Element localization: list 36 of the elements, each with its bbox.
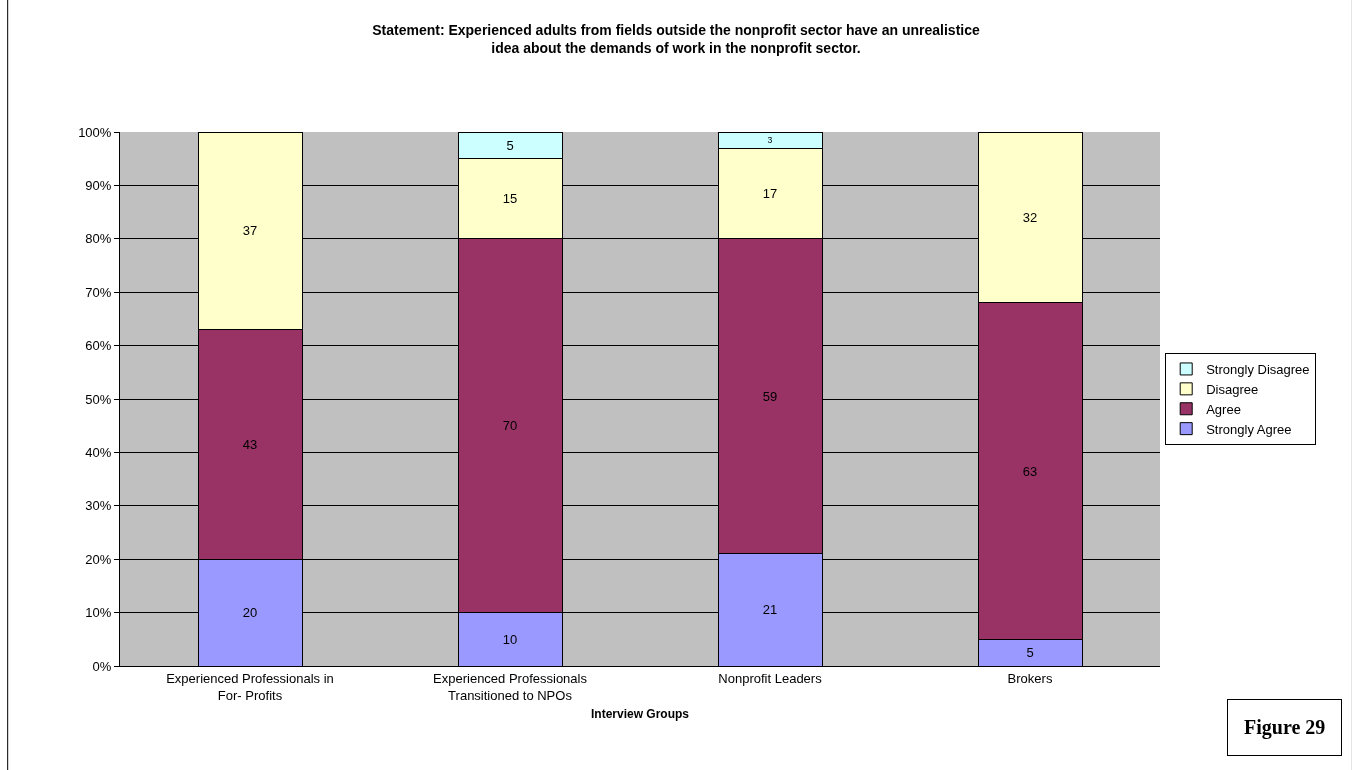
data-label: 63	[1022, 463, 1038, 479]
y-tick-label: 70%	[85, 284, 112, 300]
data-label: 10	[502, 631, 518, 647]
data-label: 5	[1026, 645, 1034, 661]
chart-title: Statement: Experienced adults from fields outside the nonprofit sector have an unrealistice idea about the demands of work in the nonprofit sector.	[372, 21, 980, 56]
data-label: 5	[506, 137, 514, 153]
x-tick-label: Experienced Professionals Transitioned to NPOs	[433, 670, 588, 703]
legend-label: Agree	[1206, 401, 1241, 417]
y-tick-label: 100%	[78, 124, 112, 140]
x-tick-label: Experienced Professionals in For- Profits	[166, 670, 334, 703]
x-axis-title: Interview Groups	[590, 707, 690, 722]
legend-label: Strongly Disagree	[1206, 362, 1310, 378]
x-tick-label: Nonprofit Leaders	[718, 670, 823, 686]
caption: Figure 29	[1244, 716, 1326, 739]
legend-label: Disagree	[1206, 381, 1259, 397]
data-label: 21	[762, 602, 778, 618]
data-label: 3	[767, 135, 773, 146]
data-label: 59	[762, 388, 778, 404]
x-tick-label: Brokers	[1007, 670, 1053, 686]
y-tick-label: 30%	[85, 498, 112, 514]
data-label: 37	[242, 223, 258, 239]
data-label: 70	[502, 418, 518, 434]
y-tick-label: 0%	[92, 658, 112, 674]
y-tick-label: 50%	[85, 391, 112, 407]
y-tick-label: 60%	[85, 338, 112, 354]
data-label: 32	[1022, 209, 1038, 225]
y-tick-label: 20%	[85, 551, 112, 567]
y-tick-label: 40%	[85, 444, 112, 460]
y-tick-label: 10%	[85, 605, 112, 621]
data-label: 20	[242, 605, 258, 621]
y-tick-label: 90%	[85, 177, 112, 193]
legend-label: Strongly Agree	[1206, 421, 1292, 437]
data-label: 17	[762, 185, 778, 201]
data-label: 43	[242, 436, 258, 452]
data-label: 15	[502, 191, 518, 207]
y-tick-label: 80%	[85, 231, 112, 247]
